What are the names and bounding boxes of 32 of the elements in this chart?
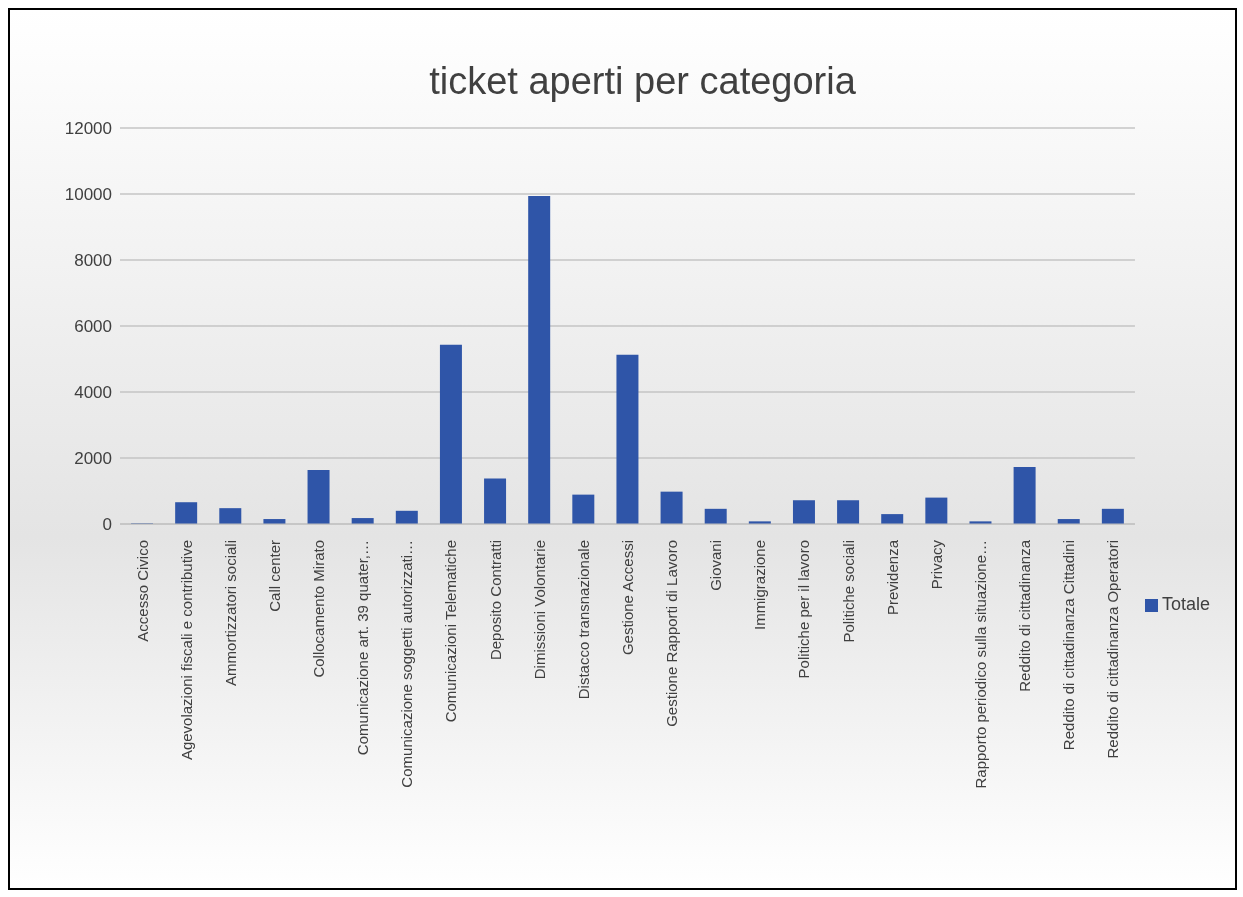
y-tick-label: 12000 [64,119,112,139]
x-tick-label: Previdenza [883,539,901,616]
x-tick-label: Comunicazione soggetti autorizzati… [398,540,416,788]
y-tick-label: 6000 [74,317,112,337]
y-tick-label: 10000 [64,185,112,205]
y-tick-label: 8000 [74,251,112,271]
x-tick-label: Agevolazioni fiscali e contributive [177,540,195,761]
chart-title: ticket aperti per categoria [428,59,857,104]
y-tick-label: 0 [102,515,112,535]
x-tick-label: Comunicazione art. 39 quater,… [354,540,372,756]
x-tick-label: Deposito Contratti [486,540,504,661]
x-tick-label: Gestione Rapporti di Lavoro [663,540,681,727]
x-tick-label: Accesso Civico [133,540,151,642]
y-tick-label: 2000 [74,449,112,469]
x-tick-label: Collocamento Mirato [310,540,328,678]
x-tick-label: Dimissioni Volontarie [530,540,548,680]
x-tick-label: Call center [265,540,283,612]
x-tick-label: Politiche sociali [839,540,857,643]
x-tick-label: Giovani [707,540,725,591]
x-tick-label: Reddito di cittadinanza Operatori [1104,540,1122,759]
x-tick-label: Ammortizzatori sociali [221,540,239,686]
x-tick-label: Gestione Accessi [618,540,636,656]
x-tick-label: Rapporto periodico sulla situazione… [972,540,989,789]
legend-label: Totale [1161,594,1210,614]
x-tick-label: Comunicazioni Telematiche [442,540,460,723]
x-tick-label: Reddito di cittadinanza [1016,539,1034,692]
x-tick-label: Distacco transnazionale [574,540,592,700]
x-tick-label: Privacy [927,539,945,590]
x-tick-label: Reddito di cittadinanza Cittadini [1060,540,1078,751]
x-tick-label: Politiche per il lavoro [795,540,813,679]
y-tick-label: 4000 [74,383,112,403]
x-tick-label: Immigrazione [751,540,769,631]
